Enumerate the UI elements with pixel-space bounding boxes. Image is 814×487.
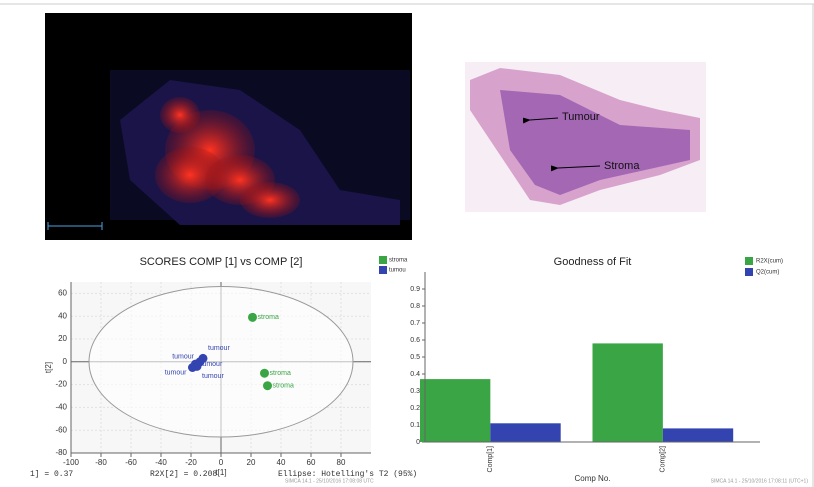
legend-label: tumou xyxy=(389,268,406,274)
y-tick-label: 60 xyxy=(58,289,67,298)
figure: Tumour Stroma -100-80-60-40-20020406080-… xyxy=(0,0,814,487)
y-tick-label: 0.2 xyxy=(410,405,420,412)
point-label: stroma xyxy=(273,383,295,390)
histology-label: Tumour xyxy=(562,111,600,123)
y-tick-label: 0 xyxy=(63,357,68,366)
y-tick-label: -80 xyxy=(55,448,67,457)
y-tick-label: 0.9 xyxy=(410,286,420,293)
point xyxy=(248,313,257,322)
y-tick-label: 20 xyxy=(58,334,67,343)
y-tick-label: -60 xyxy=(55,425,67,434)
x-tick-label: 40 xyxy=(277,458,286,467)
y-axis-label: t[2] xyxy=(44,362,53,373)
footer: SIMCA 14.1 - 25/10/2016 17:08:08 UTC xyxy=(285,478,374,484)
point xyxy=(193,362,202,371)
x-tick-label: 80 xyxy=(337,458,346,467)
annotation: R2X[2] = 0.208 xyxy=(150,470,217,479)
y-tick-label: 40 xyxy=(58,311,67,320)
legend-label: stroma xyxy=(389,258,408,264)
bar xyxy=(420,379,490,442)
x-tick-label: 20 xyxy=(247,458,256,467)
bar xyxy=(490,423,560,442)
x-tick-label: Comp[1] xyxy=(487,446,494,473)
x-tick-label: -40 xyxy=(155,458,167,467)
legend-swatch xyxy=(745,268,753,276)
x-tick-label: Comp[2] xyxy=(660,446,667,473)
x-tick-label: -100 xyxy=(63,458,80,467)
x-tick-label: -20 xyxy=(185,458,197,467)
legend-swatch xyxy=(379,256,387,264)
y-tick-label: 0.6 xyxy=(410,337,420,344)
x-tick-label: 0 xyxy=(219,458,224,467)
legend-label: Q2(cum) xyxy=(756,270,779,276)
chart-title: Goodness of Fit xyxy=(554,256,632,268)
y-tick-label: 0.3 xyxy=(410,388,420,395)
point xyxy=(260,369,269,378)
x-tick-label: 60 xyxy=(307,458,316,467)
point-label: tumour xyxy=(201,361,223,368)
chart-title: SCORES COMP [1] vs COMP [2] xyxy=(140,256,303,268)
x-axis-label: Comp No. xyxy=(574,474,610,483)
y-tick-label: 0.5 xyxy=(410,354,420,361)
x-tick-label: -60 xyxy=(125,458,137,467)
point-label: tumour xyxy=(208,345,230,352)
msi-image xyxy=(45,13,412,240)
annotation: 1] = 0.37 xyxy=(30,470,73,479)
y-tick-label: -20 xyxy=(55,380,67,389)
legend-swatch xyxy=(745,257,753,265)
histology-label: Stroma xyxy=(604,160,640,172)
point-label: stroma xyxy=(270,370,292,377)
histology-image: Tumour Stroma xyxy=(465,62,706,212)
legend-swatch xyxy=(379,266,387,274)
point-label: tumour xyxy=(202,373,224,380)
bar xyxy=(663,428,733,442)
legend-label: R2X(cum) xyxy=(756,259,783,265)
point-label: tumour xyxy=(172,354,194,361)
y-tick-label: 0.8 xyxy=(410,303,420,310)
point-label: stroma xyxy=(258,314,280,321)
footer: SIMCA 14.1 - 25/10/2016 17:08:11 (UTC+1) xyxy=(711,478,809,484)
point xyxy=(263,381,272,390)
y-tick-label: -40 xyxy=(55,403,67,412)
y-tick-label: 0.1 xyxy=(410,422,420,429)
y-tick-label: 0.7 xyxy=(410,320,420,327)
y-tick-label: 0.4 xyxy=(410,371,420,378)
point-label: tumour xyxy=(165,369,187,376)
y-tick-label: 0 xyxy=(416,439,420,446)
x-tick-label: -80 xyxy=(95,458,107,467)
bar xyxy=(593,343,663,442)
